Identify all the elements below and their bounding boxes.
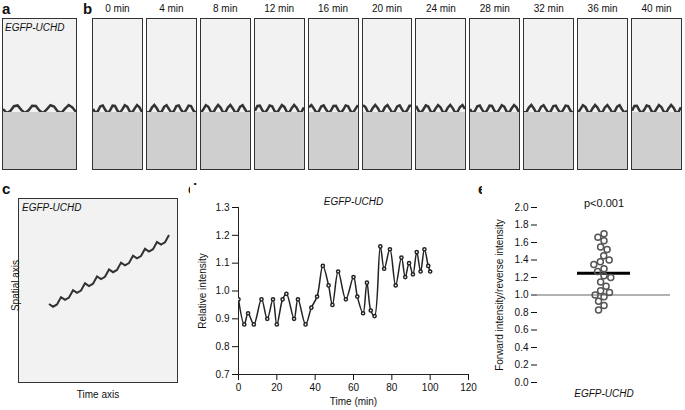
html-text:16 min: 16 min (318, 3, 349, 14)
svg-text:120: 120 (460, 382, 477, 393)
svg-text:Relative intensity: Relative intensity (197, 253, 208, 329)
svg-text:1.6: 1.6 (515, 237, 529, 248)
html-text:20 min: 20 min (372, 3, 402, 14)
svg-text:EGFP-UCHD: EGFP-UCHD (574, 388, 633, 399)
svg-text:Time (min): Time (min) (330, 396, 377, 407)
svg-text:40: 40 (310, 382, 322, 393)
html-text:d: d (188, 180, 198, 197)
html-text:40 min: 40 min (641, 3, 672, 14)
svg-text:EGFP-UCHD: EGFP-UCHD (324, 196, 383, 207)
svg-text:0.2: 0.2 (515, 359, 529, 370)
svg-text:80: 80 (386, 382, 398, 393)
html-text:12 min: 12 min (264, 3, 295, 14)
html-text:28 min: 28 min (479, 3, 510, 14)
html-text:Spatial axis: Spatial axis (9, 259, 21, 312)
svg-text:1.4: 1.4 (515, 254, 529, 265)
html-text:32 min: 32 min (533, 3, 564, 14)
svg-text:0.8: 0.8 (515, 307, 529, 318)
html-text:4 min: 4 min (159, 3, 184, 14)
html-text:0 min: 0 min (105, 3, 130, 14)
svg-text:1.0: 1.0 (515, 289, 529, 300)
html-text:36 min: 36 min (587, 3, 618, 14)
html-text:c: c (2, 180, 11, 197)
svg-text:1.3: 1.3 (216, 202, 230, 213)
svg-text:2.0: 2.0 (515, 202, 529, 213)
html-text:Time axis: Time axis (76, 389, 120, 400)
svg-text:p<0.001: p<0.001 (584, 197, 624, 209)
html-text:EGFP-UCHD: EGFP-UCHD (5, 22, 65, 33)
svg-text:0.8: 0.8 (216, 341, 230, 352)
svg-text:Forward intensity/reverse inte: Forward intensity/reverse intensity (494, 219, 505, 371)
svg-text:0.0: 0.0 (515, 377, 529, 388)
svg-text:0.4: 0.4 (515, 342, 529, 353)
svg-text:100: 100 (422, 382, 439, 393)
svg-text:0.7: 0.7 (216, 369, 230, 380)
svg-text:0.6: 0.6 (515, 324, 529, 335)
svg-text:1.2: 1.2 (216, 230, 230, 241)
html-text:e: e (478, 180, 487, 197)
html-text:a: a (2, 0, 11, 17)
html-text:EGFP-UCHD: EGFP-UCHD (22, 202, 82, 213)
svg-text:20: 20 (271, 382, 283, 393)
html-text:b: b (83, 0, 93, 17)
svg-text:1.0: 1.0 (216, 285, 230, 296)
svg-text:0: 0 (236, 382, 242, 393)
svg-text:1.2: 1.2 (515, 272, 529, 283)
svg-text:1.8: 1.8 (515, 219, 529, 230)
html-text:8 min: 8 min (213, 3, 238, 14)
svg-text:60: 60 (348, 382, 360, 393)
svg-text:1.1: 1.1 (216, 257, 230, 268)
svg-text:0.9: 0.9 (216, 313, 230, 324)
html-text:24 min: 24 min (425, 3, 456, 14)
